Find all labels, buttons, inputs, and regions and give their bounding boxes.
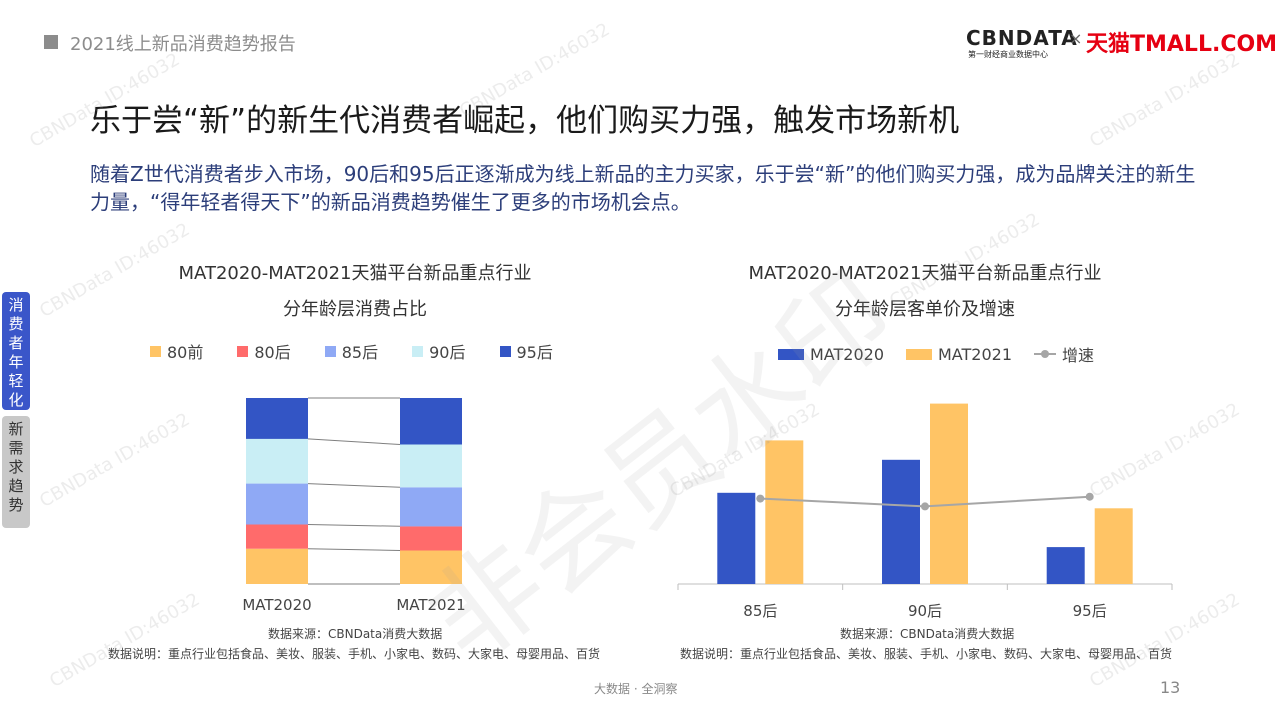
chart2-legend-item: MAT2021	[906, 345, 1012, 364]
chart2-source: 数据来源：CBNData消费大数据	[840, 627, 1015, 641]
chart1-legend-label: 85后	[341, 343, 379, 362]
cbndata-logo-subtitle: 第一财经商业数据中心	[968, 50, 1048, 59]
chart1-bar-segment	[400, 550, 462, 584]
chart2-legend-label: 增速	[1062, 346, 1095, 365]
logo-separator: ×	[1069, 29, 1083, 48]
chart1-category-label: MAT2021	[396, 596, 465, 614]
footer-slogan: 大数据 · 全洞察	[594, 682, 678, 696]
report-title-marker	[44, 35, 58, 49]
chart1-connector-line	[307, 483, 401, 488]
chart1-legend-swatch	[412, 345, 424, 357]
chart2-category-label: 95后	[1073, 602, 1107, 620]
chart2-legend-item: 增速	[1034, 342, 1094, 366]
chart2-title-line2: 分年龄层客单价及增速	[835, 299, 1015, 320]
chart2-growth-point	[1085, 492, 1094, 501]
chart1-bar-segment	[400, 444, 462, 488]
chart2-category-label: 90后	[908, 602, 942, 620]
chart1-connector-line	[307, 438, 401, 445]
chart2-bar	[717, 492, 756, 584]
chart1-legend-label: 80后	[254, 343, 291, 362]
chart1-plot: MAT2020 MAT2021	[242, 397, 466, 614]
chart2-bar	[1046, 547, 1085, 584]
chart2-legend-swatch	[1034, 349, 1056, 359]
chart1-legend-item: 95后	[499, 339, 553, 363]
chart1-bar-segment	[400, 526, 462, 551]
chart2-legend-swatch	[906, 348, 932, 360]
chart2-category-label: 85后	[743, 602, 777, 620]
report-title: 2021线上新品消费趋势报告	[70, 34, 296, 55]
chart1-legend-swatch	[499, 345, 511, 357]
side-tab-new-demand-trend[interactable]: 新需求趋势	[2, 416, 30, 528]
chart1-bar-segment	[400, 487, 462, 527]
chart1-source: 数据来源：CBNData消费大数据	[268, 627, 443, 641]
chart2-growth-point	[756, 494, 765, 503]
chart2-bar	[765, 440, 804, 584]
chart1-bar-segment	[246, 524, 308, 549]
brand-logo: CBNDATA 第一财经商业数据中心 × 天猫TMALL.COM	[966, 26, 1277, 60]
chart1-bar-segment	[246, 438, 308, 484]
chart1-legend-swatch	[150, 345, 161, 357]
chart2-note: 数据说明：重点行业包括食品、美妆、服装、手机、小家电、数码、大家电、母婴用品、百…	[680, 647, 1173, 661]
chart2-bar	[1094, 508, 1133, 584]
page-headline: 乐于尝“新”的新生代消费者崛起，他们购买力强，触发市场新机	[90, 103, 960, 139]
chart1-title: MAT2020-MAT2021天猫平台新品重点行业 分年龄层消费占比	[120, 256, 590, 328]
chart2-legend-swatch	[778, 348, 804, 360]
chart1-legend-item: 85后	[324, 339, 379, 363]
chart1-legend-item: 90后	[412, 339, 466, 363]
chart1-legend: 80前 80后 85后 90后 95后	[150, 339, 587, 363]
page-number: 13	[1160, 678, 1181, 697]
chart1-legend-label: 90后	[429, 343, 466, 362]
chart1-category-label: MAT2020	[242, 596, 311, 614]
chart1-legend-item: 80前	[150, 339, 203, 363]
chart2-bar	[882, 459, 920, 584]
chart2-legend-label: MAT2020	[810, 344, 884, 364]
intro-paragraph: 随着Z世代消费者步入市场，90后和95后正逐渐成为线上新品的主力买家，乐于尝“新…	[90, 162, 1196, 214]
chart1-legend-label: 95后	[516, 343, 553, 362]
watermark-id: CBNData ID:46032	[1086, 49, 1244, 152]
chart1-connector-line	[307, 548, 401, 551]
chart1-title-line2: 分年龄层消费占比	[283, 299, 427, 320]
chart2-legend-item: MAT2020	[778, 345, 884, 364]
chart2-plot: 85后 90后 95后	[677, 403, 1173, 620]
cbndata-logo: CBNDATA	[966, 26, 1078, 50]
tmall-logo: 天猫TMALL.COM	[1086, 32, 1278, 57]
chart1-legend-label: 80前	[167, 343, 204, 362]
chart1-legend-item: 80后	[237, 339, 291, 363]
chart1-note: 数据说明：重点行业包括食品、美妆、服装、手机、小家电、数码、大家电、母婴用品、百…	[108, 647, 601, 661]
chart2-legend-label: MAT2021	[938, 344, 1012, 364]
chart2-title-line1: MAT2020-MAT2021天猫平台新品重点行业	[748, 263, 1102, 284]
side-tab-consumer-younger[interactable]: 消费者年轻化	[2, 292, 30, 410]
chart1-legend-swatch	[237, 345, 249, 357]
chart2-bar	[930, 403, 968, 584]
chart2-legend: MAT2020 MAT2021 增速	[778, 342, 1116, 366]
chart2-growth-point	[921, 502, 929, 511]
chart2-title: MAT2020-MAT2021天猫平台新品重点行业 分年龄层客单价及增速	[690, 256, 1160, 328]
chart1-bar-segment	[246, 548, 308, 584]
chart1-bar-segment	[246, 483, 308, 525]
chart1-bar-segment	[400, 398, 462, 445]
chart1-connector-line	[307, 524, 401, 527]
chart1-legend-swatch	[324, 345, 336, 357]
chart1-title-line1: MAT2020-MAT2021天猫平台新品重点行业	[178, 263, 532, 284]
chart1-bar-segment	[246, 398, 308, 439]
